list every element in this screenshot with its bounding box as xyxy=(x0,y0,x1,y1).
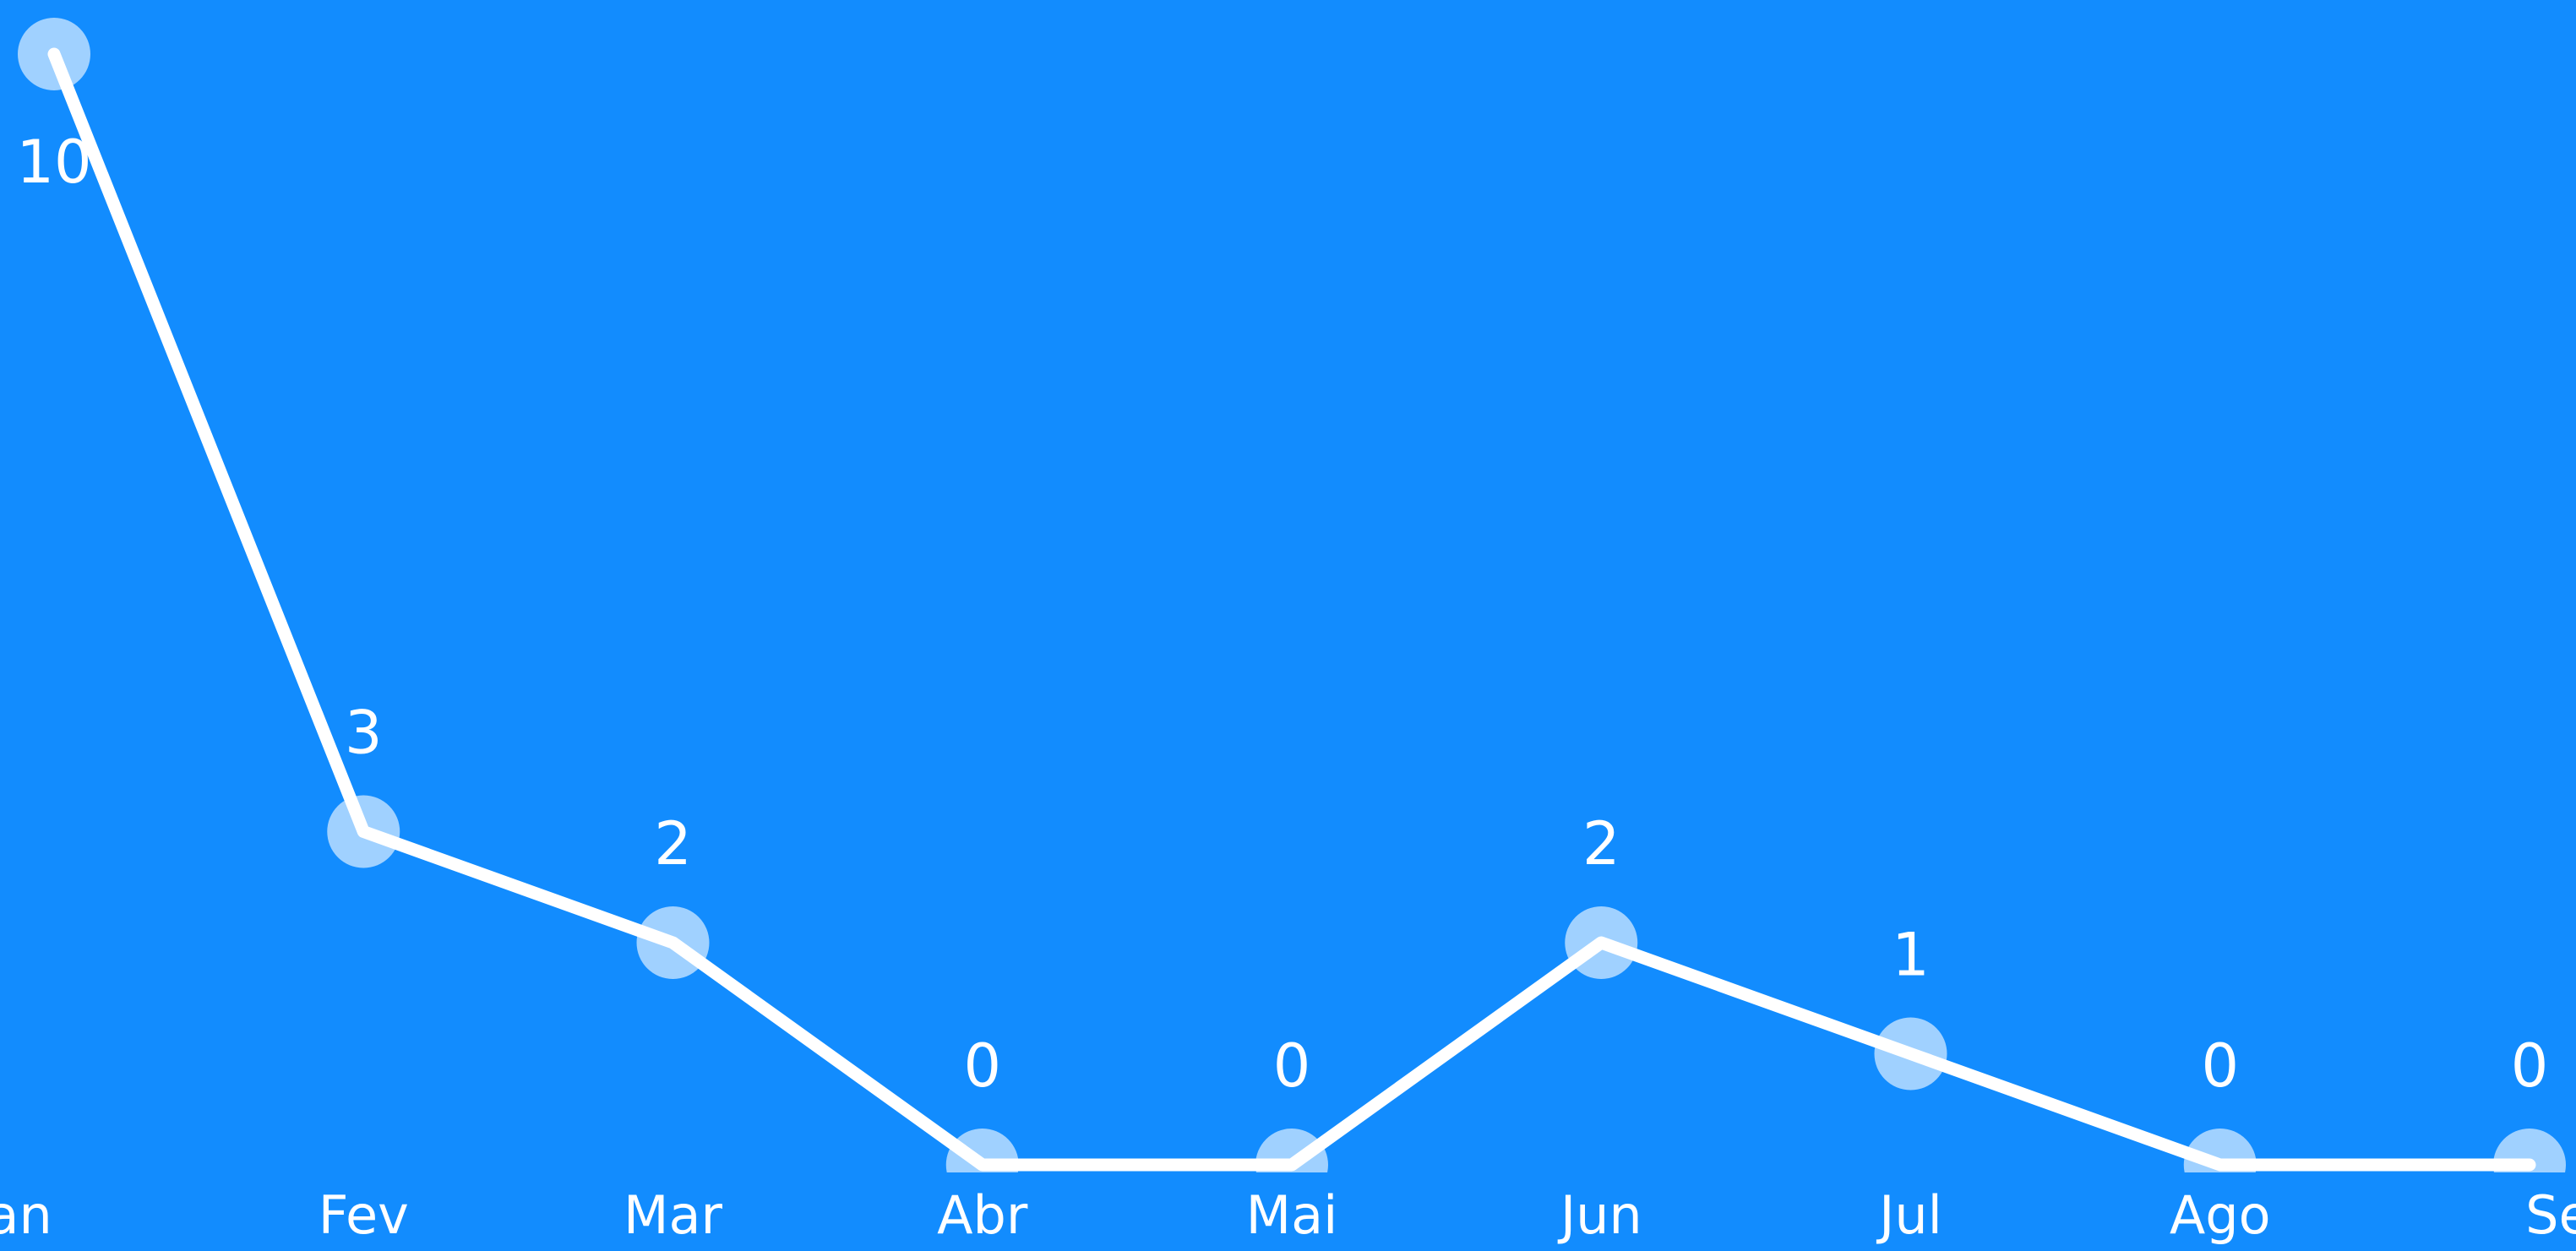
value-label: 0 xyxy=(963,1031,1001,1101)
x-tick-label: Abr xyxy=(937,1184,1028,1246)
value-label: 0 xyxy=(2511,1031,2549,1101)
x-tick-label: Jun xyxy=(1557,1184,1642,1246)
x-tick-label: Jul xyxy=(1876,1184,1942,1246)
value-label: 0 xyxy=(1273,1031,1311,1101)
lines xyxy=(47,47,2536,1172)
x-tick-label: Set xyxy=(2525,1184,2576,1246)
value-label: 2 xyxy=(1582,809,1620,878)
x-tick-label: Jan xyxy=(0,1184,52,1246)
x-tick-label: Ago xyxy=(2170,1184,2271,1246)
value-label: 2 xyxy=(654,809,692,878)
labels: 1032002100JanFevMarAbrMaiJunJulAgoSet xyxy=(0,128,2576,1246)
value-label: 0 xyxy=(2201,1031,2239,1101)
line xyxy=(47,47,2536,1172)
x-tick-label: Fev xyxy=(319,1184,409,1246)
x-tick-label: Mar xyxy=(624,1184,722,1246)
value-label: 10 xyxy=(16,128,91,197)
x-tick-label: Mai xyxy=(1246,1184,1338,1246)
value-label: 1 xyxy=(1892,921,1930,990)
value-label: 3 xyxy=(345,699,383,768)
